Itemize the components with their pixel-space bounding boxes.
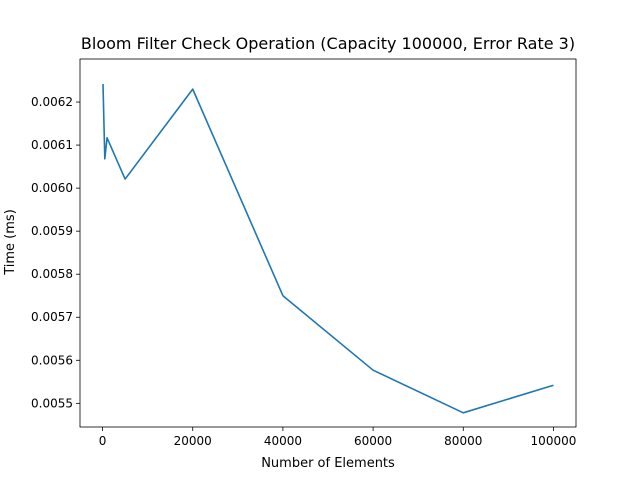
series-line-check [102,83,554,414]
y-tick-label: 0.0057 [31,310,73,324]
y-tick-label: 0.0059 [31,224,73,238]
y-tick-label: 0.0055 [31,396,73,410]
y-tick-label: 0.0060 [31,181,73,195]
x-tick-label: 20000 [174,434,212,448]
x-tick-label: 100000 [531,434,577,448]
y-axis: 0.0055 0.0056 0.0057 0.0058 0.0059 0.0060 0.00… [31,95,80,410]
y-tick-label: 0.0056 [31,353,73,367]
plot-area [79,58,577,428]
x-axis: 0 20000 40000 60000 80000 100000 [99,427,577,448]
x-tick-label: 80000 [444,434,482,448]
x-tick-label: 60000 [354,434,392,448]
x-axis-label: Number of Elements [261,456,395,471]
y-tick-label: 0.0061 [31,138,73,152]
y-tick-label: 0.0058 [31,267,73,281]
x-tick-label: 40000 [264,434,302,448]
series-layer [102,83,554,414]
x-tick-label: 0 [99,434,107,448]
y-tick-label: 0.0062 [31,95,73,109]
chart-title: Bloom Filter Check Operation (Capacity 1… [81,34,575,53]
plot-frame [79,58,577,428]
y-axis-label: Time (ms) [3,209,18,276]
